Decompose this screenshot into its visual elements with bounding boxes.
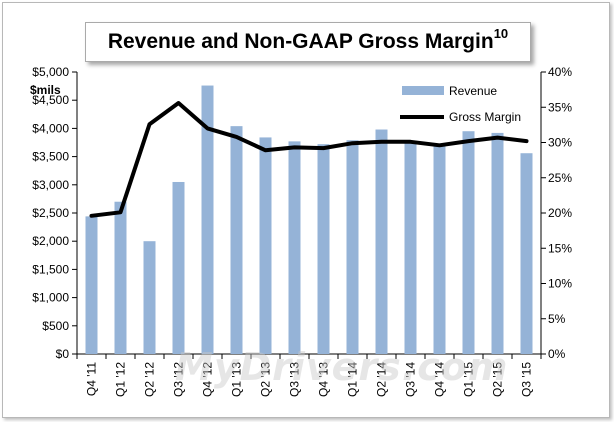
right-axis-tick-label: 10% (548, 277, 572, 291)
left-axis-label: $mils (30, 83, 61, 97)
x-axis-tick-label: Q1 '12 (114, 362, 128, 397)
right-axis-tick-label: 30% (548, 136, 572, 150)
legend-gross-margin-label: Gross Margin (449, 110, 521, 124)
revenue-bar (520, 153, 533, 354)
revenue-bar (230, 126, 243, 354)
x-axis-tick-label: Q1 '15 (462, 362, 476, 397)
revenue-bar (433, 145, 446, 354)
right-axis-tick-label: 20% (548, 206, 572, 220)
x-axis-tick-label: Q1 '14 (346, 362, 360, 397)
x-axis-tick-label: Q2 '13 (259, 362, 273, 397)
revenue-bar (172, 181, 185, 354)
left-axis-tick-label: $4,500 (32, 93, 69, 107)
right-axis-tick-label: 35% (548, 100, 572, 114)
x-axis-tick-label: Q3 '14 (404, 362, 418, 397)
x-axis-tick-label: Q4 '14 (433, 362, 447, 397)
right-axis-tick-label: 5% (548, 312, 566, 326)
x-axis-tick-label: Q3 '13 (288, 362, 302, 397)
revenue-bar (288, 141, 301, 354)
left-axis-tick-label: $5,000 (32, 65, 69, 79)
left-axis-tick-label: $0 (56, 347, 70, 361)
revenue-bar (317, 144, 330, 354)
left-axis-tick-label: $500 (42, 319, 69, 333)
right-axis-tick-label: 15% (548, 241, 572, 255)
revenue-bar (491, 132, 504, 354)
chart-frame: Revenue and Non-GAAP Gross Margin10 (2, 2, 610, 418)
revenue-bar (259, 137, 272, 354)
left-axis-tick-label: $2,500 (32, 206, 69, 220)
chart-title-superscript: 10 (493, 26, 509, 41)
x-axis-tick-label: Q2 '12 (143, 362, 157, 397)
chart-title-text: Revenue and Non-GAAP Gross Margin (107, 30, 494, 53)
chart-title: Revenue and Non-GAAP Gross Margin10 (85, 22, 531, 62)
right-axis-tick-label: 40% (548, 65, 572, 79)
revenue-bar (114, 201, 127, 354)
legend-revenue-label: Revenue (449, 84, 497, 98)
x-axis-tick-label: Q4 '11 (85, 362, 99, 396)
revenue-bar (404, 142, 417, 354)
left-axis-tick-label: $2,000 (32, 234, 69, 248)
revenue-bar (85, 216, 98, 354)
revenue-bar (143, 241, 156, 354)
left-axis-tick-label: $4,000 (32, 121, 69, 135)
x-axis-tick-label: Q2 '15 (491, 362, 505, 397)
left-axis-tick-label: $3,500 (32, 150, 69, 164)
legend-revenue-swatch (402, 86, 444, 95)
revenue-bar (346, 140, 359, 354)
right-axis-tick-label: 0% (548, 347, 566, 361)
left-axis-tick-label: $1,000 (32, 291, 69, 305)
revenue-bar (462, 131, 475, 354)
x-axis-tick-label: Q4 '12 (201, 362, 215, 397)
revenue-bar (201, 85, 214, 354)
right-axis-tick-label: 25% (548, 171, 572, 185)
x-axis-tick-label: Q4 '13 (317, 362, 331, 397)
gross-margin-line (89, 101, 529, 218)
x-axis-tick-label: Q2 '14 (375, 362, 389, 397)
x-axis-tick-label: Q1 '13 (230, 362, 244, 397)
revenue-bar (375, 129, 388, 354)
x-axis-tick-label: Q3 '12 (172, 362, 186, 397)
left-axis-tick-label: $3,000 (32, 178, 69, 192)
left-axis-tick-label: $1,500 (32, 262, 69, 276)
x-axis-tick-label: Q3 '15 (520, 362, 534, 397)
